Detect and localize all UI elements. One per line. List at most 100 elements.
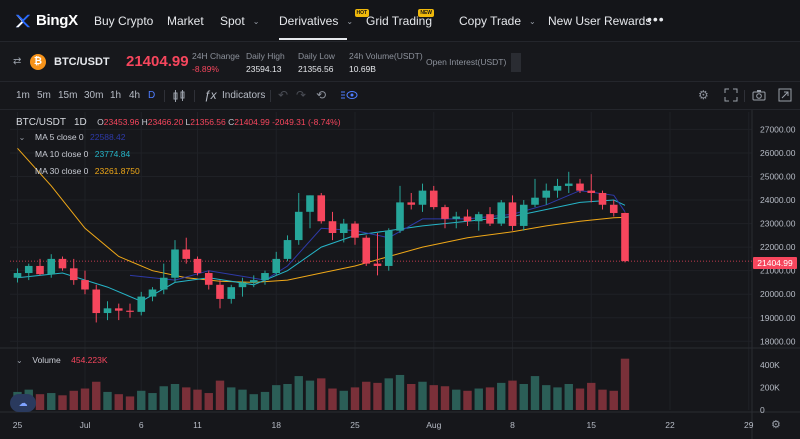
candle-body xyxy=(373,263,382,266)
volume-bar xyxy=(58,395,67,410)
volume-bar xyxy=(148,393,157,410)
nav-item-spot[interactable]: Spot ⌄ xyxy=(220,0,259,42)
candle-body xyxy=(474,214,483,222)
interval-1m[interactable]: 1m xyxy=(16,90,30,101)
swap-pair-icon[interactable]: ⇄ xyxy=(13,56,22,67)
candle-body xyxy=(609,204,618,213)
expand-window-icon[interactable] xyxy=(778,88,792,105)
visibility-eye-icon[interactable] xyxy=(340,88,358,105)
nav-item-label: Buy Crypto xyxy=(94,14,154,28)
stat-value: -8.89% xyxy=(192,64,219,74)
interval-15m[interactable]: 15m xyxy=(58,90,78,101)
nav-item-market[interactable]: Market xyxy=(167,0,204,42)
open-interest-value-placeholder xyxy=(511,53,521,72)
candle-body xyxy=(238,282,247,288)
chart-interval: 1D xyxy=(74,117,87,128)
stat-value: 10.69B xyxy=(349,64,376,74)
chart-settings-gear-icon[interactable]: ⚙ xyxy=(771,419,781,431)
volume-bar xyxy=(553,387,562,410)
fullscreen-icon[interactable] xyxy=(724,88,738,105)
volume-bar xyxy=(575,388,585,410)
pair-name[interactable]: BTC/USDT xyxy=(54,56,110,68)
nav-item-label: Copy Trade xyxy=(459,14,522,28)
toolbar-divider xyxy=(270,90,271,102)
volume-bar xyxy=(440,386,450,410)
collapse-volume-chevron-icon[interactable]: ⌄ xyxy=(16,356,23,365)
candle-body xyxy=(182,249,191,259)
ma30-value: 23261.8750 xyxy=(94,166,140,176)
candle-body xyxy=(429,190,438,208)
tradingview-logo-icon[interactable]: ☁ xyxy=(10,394,36,412)
candle-body xyxy=(13,273,22,278)
candle-body xyxy=(227,287,236,299)
nav-item-copy-trade[interactable]: Copy Trade ⌄ xyxy=(459,0,536,42)
volume-bar xyxy=(429,385,438,410)
volume-tick-label: 400K xyxy=(760,360,780,370)
candle-body xyxy=(204,273,213,285)
candle-body xyxy=(36,265,44,275)
settings-gear-icon[interactable]: ⚙ xyxy=(698,88,709,102)
candle-body xyxy=(463,216,472,222)
interval-4h[interactable]: 4h xyxy=(129,90,141,101)
nav-item-grid-trading[interactable]: Grid Trading NEW xyxy=(366,0,435,42)
x-tick-label: 25 xyxy=(350,420,360,430)
volume-bar xyxy=(373,382,382,410)
collapse-legend-chevron-icon[interactable]: ⌄ xyxy=(18,133,26,142)
screenshot-camera-icon[interactable] xyxy=(752,88,766,105)
candle-type-icon[interactable] xyxy=(172,89,186,106)
stat-daily-low: Daily Low 21356.56 xyxy=(298,51,335,74)
ma5-value: 22588.42 xyxy=(90,132,126,142)
candle-body xyxy=(564,183,573,186)
x-tick-label: 6 xyxy=(139,420,144,430)
candle-body xyxy=(351,223,359,238)
volume-bar xyxy=(530,376,540,410)
candle-body xyxy=(407,202,416,205)
interval-1h[interactable]: 1h xyxy=(110,90,122,101)
nav-item-label: Market xyxy=(167,14,204,28)
redo-icon[interactable]: ↷ xyxy=(296,88,307,102)
candle-body xyxy=(384,230,393,266)
indicators-button[interactable]: Indicators xyxy=(222,90,266,101)
volume-bar xyxy=(485,387,495,410)
nav-item-label: Derivatives xyxy=(279,14,339,28)
interval-30m[interactable]: 30m xyxy=(84,90,104,101)
price-chart[interactable]: 27000.00 26000.00 25000.00 24000.00 23000.00… xyxy=(0,110,800,439)
volume-bar xyxy=(92,381,101,410)
nav-item-derivatives[interactable]: Derivatives ⌄ HOT xyxy=(279,0,370,42)
interval-5m[interactable]: 5m xyxy=(37,90,51,101)
toolbar-divider xyxy=(194,90,195,102)
candle-body xyxy=(126,310,134,312)
volume-bar xyxy=(463,390,472,410)
brand-logo[interactable]: BingX xyxy=(14,12,84,30)
nav-item-label: New User Rewards xyxy=(548,14,652,28)
candle-body xyxy=(249,280,258,283)
candle-body xyxy=(396,202,404,231)
last-price: 21404.99 xyxy=(126,53,189,70)
chart-area[interactable]: 27000.00 26000.00 25000.00 24000.00 23000.00… xyxy=(0,110,800,439)
candle-body xyxy=(69,268,78,281)
volume-bar xyxy=(564,384,573,410)
volume-bar xyxy=(204,393,213,410)
candle-body xyxy=(103,308,112,314)
candle-body xyxy=(531,197,539,205)
candle-body xyxy=(508,202,517,226)
interval-D[interactable]: D xyxy=(148,90,156,101)
chart-toolbar: 1m 5m 15m 30m 1h 4h D ƒx Indicators ↶ ↷ ⟲ ⚙ xyxy=(0,82,800,110)
candle-body xyxy=(553,185,562,191)
reset-refresh-icon[interactable]: ⟲ xyxy=(316,88,327,102)
nav-item-new-user-rewards[interactable]: New User Rewards xyxy=(548,0,651,42)
indicators-fx-icon[interactable]: ƒx xyxy=(204,88,217,102)
undo-icon[interactable]: ↶ xyxy=(278,88,289,102)
nav-item-buy-crypto[interactable]: Buy Crypto xyxy=(94,0,153,42)
volume-bar xyxy=(294,376,303,410)
y-tick-label: 21000.00 xyxy=(760,266,796,276)
x-tick-label: Jul xyxy=(80,420,91,430)
volume-bar xyxy=(317,378,326,410)
ohlc-open: 23453.96 xyxy=(103,117,140,127)
more-menu-icon[interactable]: ••• xyxy=(647,11,665,27)
candle-body xyxy=(486,214,494,224)
volume-bar xyxy=(249,394,258,410)
volume-bar xyxy=(215,380,225,410)
volume-bar xyxy=(328,388,337,410)
stat-value: 21356.56 xyxy=(298,64,334,74)
